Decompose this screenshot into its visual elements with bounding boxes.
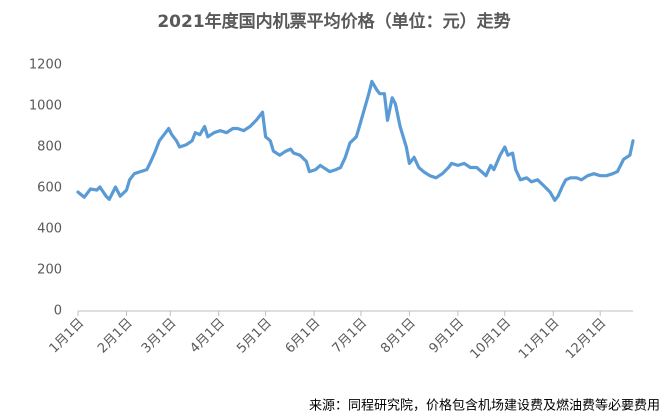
y-tick-label: 600	[37, 181, 62, 196]
x-tick-label: 8月1日	[378, 316, 419, 357]
x-tick-label: 1月1日	[47, 316, 88, 357]
x-tick-label: 9月1日	[427, 316, 468, 357]
x-tick-label: 5月1日	[234, 316, 275, 357]
y-tick-label: 400	[37, 222, 62, 237]
y-tick-label: 800	[37, 140, 62, 155]
y-tick-label: 1000	[29, 99, 62, 114]
x-tick-label: 12月1日	[563, 316, 610, 363]
chart-title: 2021年度国内机票平均价格（单位：元）走势	[157, 11, 510, 32]
x-tick-label: 7月1日	[330, 316, 371, 357]
x-tick-label: 11月1日	[516, 316, 563, 363]
x-tick-label: 3月1日	[139, 316, 180, 357]
y-tick-label: 200	[37, 263, 62, 278]
x-tick-label: 6月1日	[283, 316, 324, 357]
x-tick-label: 4月1日	[187, 316, 228, 357]
line-series	[76, 79, 635, 202]
x-tick-label: 10月1日	[468, 316, 515, 363]
source-note: 来源：同程研究院，价格包含机场建设费及燃油费等必要费用	[309, 398, 660, 414]
y-tick-label: 1200	[29, 58, 62, 73]
y-tick-label: 0	[54, 304, 62, 319]
x-tick-label: 2月1日	[95, 316, 136, 357]
